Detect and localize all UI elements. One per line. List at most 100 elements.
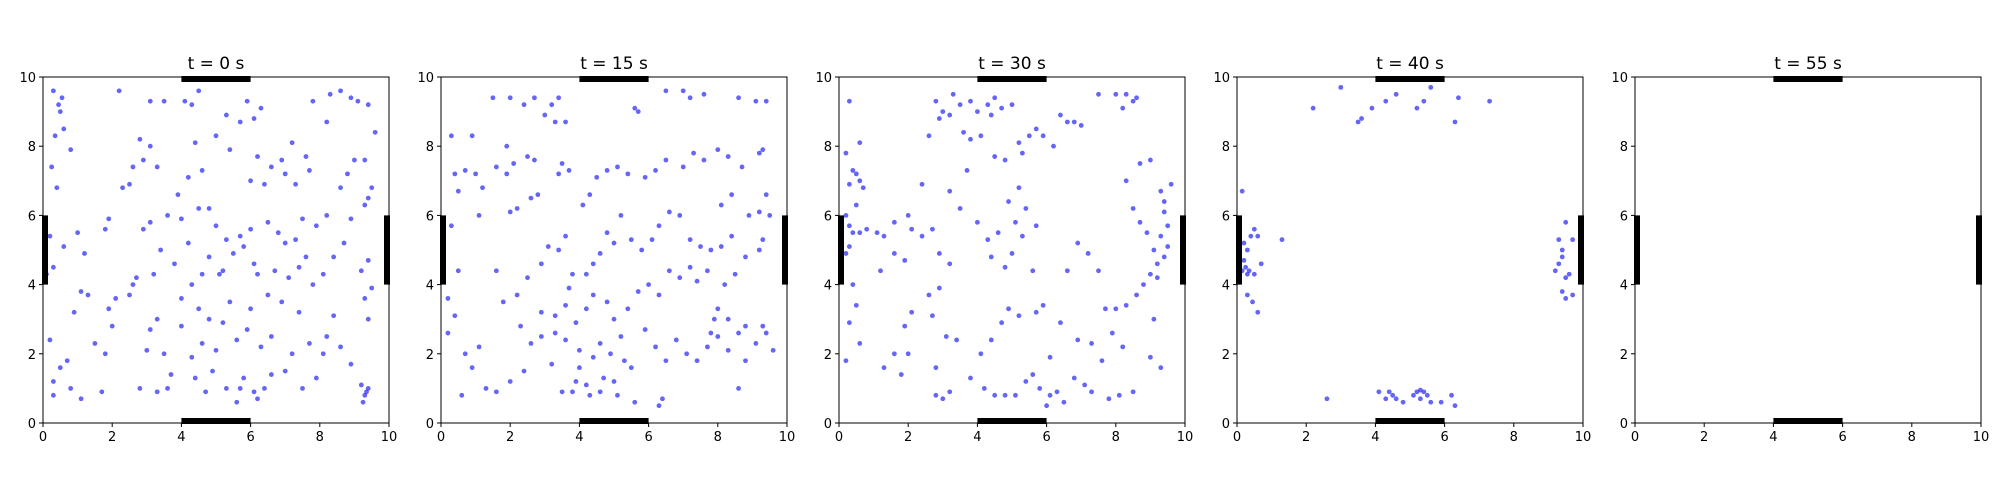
particle-point	[718, 202, 724, 208]
particle-point	[1033, 223, 1039, 229]
particle-point	[985, 102, 991, 108]
particle-point	[711, 316, 717, 322]
particle-point	[1556, 261, 1562, 267]
x-tick-label: 4	[575, 430, 583, 445]
particle-point	[59, 95, 65, 101]
particle-point	[147, 98, 153, 104]
particle-point	[237, 233, 243, 239]
particle-point	[1165, 244, 1171, 249]
particle-point	[1438, 399, 1444, 405]
particle-point	[348, 95, 354, 101]
particle-point	[1359, 116, 1364, 121]
particle-point	[891, 251, 897, 256]
particle-point	[61, 126, 67, 132]
particle-point	[1019, 150, 1025, 156]
particle-point	[753, 341, 759, 346]
particle-point	[1383, 396, 1389, 402]
particle-point	[462, 168, 468, 173]
particle-point	[625, 171, 631, 177]
particle-point	[850, 168, 856, 173]
particle-point	[725, 316, 731, 322]
particle-point	[223, 386, 229, 391]
particle-point	[140, 226, 146, 232]
particle-point	[50, 88, 56, 94]
door-top	[1773, 76, 1843, 82]
particle-point	[220, 268, 226, 274]
particle-point	[275, 230, 281, 236]
x-tick-label: 0	[39, 430, 47, 445]
particle-point	[656, 223, 662, 229]
particle-point	[268, 334, 274, 339]
particle-point	[1089, 389, 1094, 395]
particle-point	[594, 174, 600, 180]
particle-point	[1134, 292, 1139, 298]
panel-title: t = 30 s	[978, 54, 1046, 74]
particle-point	[282, 171, 288, 177]
panel-title: t = 0 s	[188, 54, 245, 74]
y-tick-label: 8	[824, 140, 832, 155]
particle-point	[1487, 98, 1492, 104]
particle-point	[649, 237, 655, 243]
particle-point	[729, 233, 735, 239]
particle-point	[642, 174, 648, 180]
x-tick-label: 8	[714, 430, 722, 445]
particle-point	[729, 192, 735, 198]
particle-point	[293, 237, 298, 243]
particle-point	[1570, 292, 1576, 298]
particle-point	[511, 161, 517, 166]
particle-point	[556, 95, 562, 101]
particle-point	[909, 226, 915, 232]
particle-point	[68, 386, 74, 391]
particle-point	[75, 230, 80, 236]
particle-point	[286, 275, 292, 281]
particle-point	[1400, 399, 1406, 405]
y-tick-label: 8	[1620, 140, 1628, 155]
particle-point	[905, 351, 911, 357]
y-tick-label: 4	[28, 279, 36, 294]
particle-point	[1414, 105, 1420, 111]
particle-point	[680, 164, 686, 170]
particle-point	[936, 285, 942, 291]
particle-point	[102, 226, 108, 232]
particle-point	[137, 386, 143, 391]
particle-point	[846, 223, 852, 229]
particle-point	[296, 309, 302, 315]
particle-point	[577, 365, 582, 371]
door-bottom	[579, 418, 649, 424]
particle-point	[352, 157, 357, 163]
particle-point	[538, 309, 544, 315]
particle-point	[663, 88, 669, 94]
particle-point	[763, 192, 769, 198]
particle-point	[1134, 95, 1139, 101]
particle-point	[881, 365, 887, 371]
particle-point	[725, 347, 731, 353]
particle-point	[50, 379, 56, 384]
particle-point	[964, 168, 970, 173]
x-tick-label: 10	[1973, 430, 1990, 445]
particle-point	[936, 251, 942, 256]
particle-point	[300, 386, 305, 391]
particle-point	[185, 240, 191, 246]
plot-area	[1634, 76, 1982, 424]
particle-point	[217, 271, 222, 277]
particle-point	[653, 344, 658, 350]
door-right	[384, 215, 390, 285]
particle-point	[988, 337, 994, 343]
particle-point	[992, 154, 998, 159]
particle-point	[961, 129, 966, 135]
particle-point	[130, 164, 136, 170]
particle-point	[753, 98, 759, 104]
door-bottom	[977, 418, 1047, 424]
particle-point	[940, 396, 946, 402]
y-tick-label: 2	[1222, 348, 1230, 363]
particle-point	[587, 392, 593, 398]
particle-point	[1566, 271, 1572, 277]
particle-point	[590, 261, 596, 267]
particle-point	[1099, 358, 1105, 364]
particle-point	[452, 313, 458, 319]
particle-point	[213, 223, 219, 229]
particle-point	[628, 237, 634, 243]
particle-point	[206, 316, 212, 322]
particle-point	[1158, 233, 1164, 239]
